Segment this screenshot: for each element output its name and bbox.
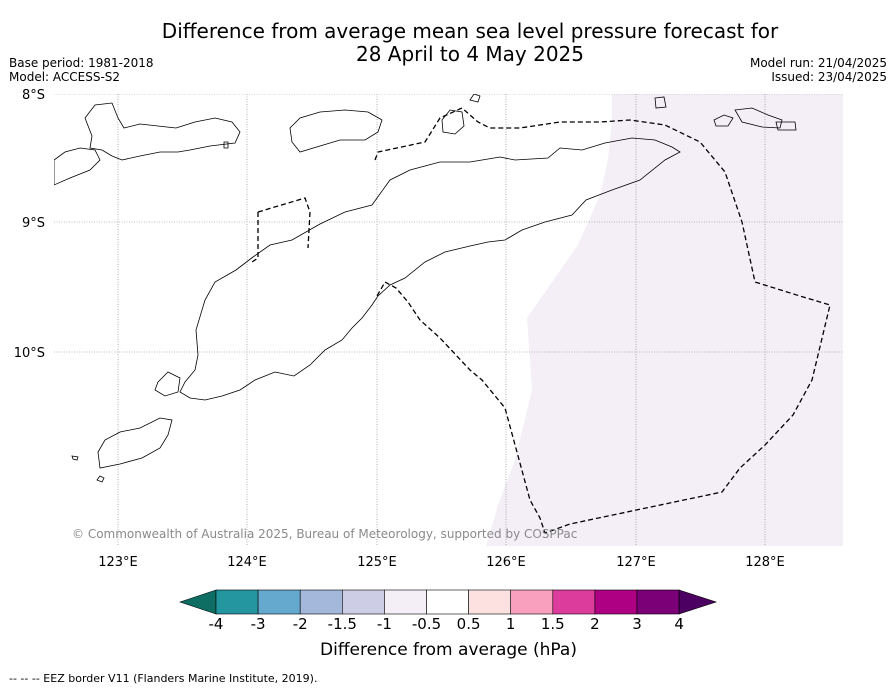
eez-border — [251, 107, 831, 534]
wetar-coastline — [289, 109, 383, 153]
colorbar — [179, 589, 718, 615]
atauro-coastline — [441, 109, 465, 135]
axis-labels: 8°S 9°S 10°S 123°E 124°E 125°E 126°E 127… — [14, 88, 785, 570]
colorbar-segment — [257, 589, 301, 615]
colorbar-segment — [215, 589, 259, 615]
lat-label-10s: 10°S — [14, 346, 45, 361]
lon-label-125e: 125°E — [357, 555, 397, 570]
colorbar-tick-label: -1.5 — [327, 615, 357, 633]
colorbar-segment — [636, 589, 680, 615]
moa-coastline — [713, 114, 734, 127]
lat-label-8s: 8°S — [22, 88, 45, 103]
title-line-1: Difference from average mean sea level p… — [161, 19, 779, 43]
coastlines — [54, 94, 797, 483]
sawu-coastline — [97, 417, 173, 469]
colorbar-tick-label: 2 — [590, 615, 600, 633]
colorbar-tick-label: 3 — [632, 615, 642, 633]
kisar-coastline — [654, 96, 667, 109]
colorbar-tick-label: -1 — [376, 615, 392, 633]
base-info: Base period: 1981-2018 Model: ACCESS-S2 — [9, 56, 154, 84]
colorbar-arrow-low — [179, 589, 217, 615]
lon-label-126e: 126°E — [486, 555, 526, 570]
eez-boundary-north — [374, 107, 831, 534]
colorbar-tick-label: -4 — [208, 615, 224, 633]
flores-coastline — [54, 147, 101, 186]
timor-coastline — [179, 137, 681, 401]
colorbar-segment — [468, 589, 512, 615]
colorbar-tick-label: 1 — [505, 615, 516, 633]
colorbar-tick-label: -3 — [250, 615, 266, 633]
colorbar-segment — [384, 589, 427, 615]
colorbar-title: Difference from average (hPa) — [320, 640, 577, 660]
colorbar-segment — [594, 589, 638, 615]
model-run-text: Model run: 21/04/2025 — [749, 56, 887, 70]
colorbar-segment — [552, 589, 596, 615]
colorbar-segment — [426, 589, 469, 615]
alor-coastline — [84, 102, 241, 161]
lon-label-123e: 123°E — [98, 555, 138, 570]
eez-legend-note: -- -- -- EEZ border V11 (Flanders Marine… — [9, 672, 318, 685]
islet-1 — [96, 475, 105, 483]
issued-text: Issued: 23/04/2025 — [771, 70, 887, 84]
colorbar-tick-label: -2 — [292, 615, 308, 633]
anomaly-shading-region — [486, 94, 843, 546]
lakor-coastline — [775, 121, 797, 131]
lat-label-9s: 9°S — [22, 216, 45, 231]
colorbar-segment — [510, 589, 554, 615]
lon-label-127e: 127°E — [616, 555, 656, 570]
islet-2 — [71, 455, 79, 461]
colorbar-arrow-high — [678, 589, 718, 615]
islet-3 — [223, 141, 229, 149]
run-info: Model run: 21/04/2025 Issued: 23/04/2025 — [750, 56, 887, 84]
map-title: Difference from average mean sea level p… — [120, 20, 820, 66]
graticule — [54, 94, 843, 546]
colorbar-tick-label: 1.5 — [540, 615, 565, 633]
colorbar-segment — [341, 589, 385, 615]
title-line-2: 28 April to 4 May 2025 — [356, 42, 584, 66]
lon-label-124e: 124°E — [227, 555, 267, 570]
colorbar-tick-label: 0.5 — [456, 615, 481, 633]
model-text: Model: ACCESS-S2 — [9, 70, 121, 84]
copyright-text: © Commonwealth of Australia 2025, Bureau… — [72, 527, 577, 541]
lon-label-128e: 128°E — [745, 555, 785, 570]
colorbar-tick-label: 4 — [674, 615, 684, 633]
islet-4 — [469, 94, 481, 103]
eez-oecusse-enclave — [251, 197, 311, 263]
colorbar-segment — [299, 589, 343, 615]
rote-coastline — [154, 371, 181, 397]
colorbar-tick-label: -0.5 — [411, 615, 442, 633]
base-period-text: Base period: 1981-2018 — [9, 56, 154, 70]
leti-coastline — [734, 107, 783, 129]
